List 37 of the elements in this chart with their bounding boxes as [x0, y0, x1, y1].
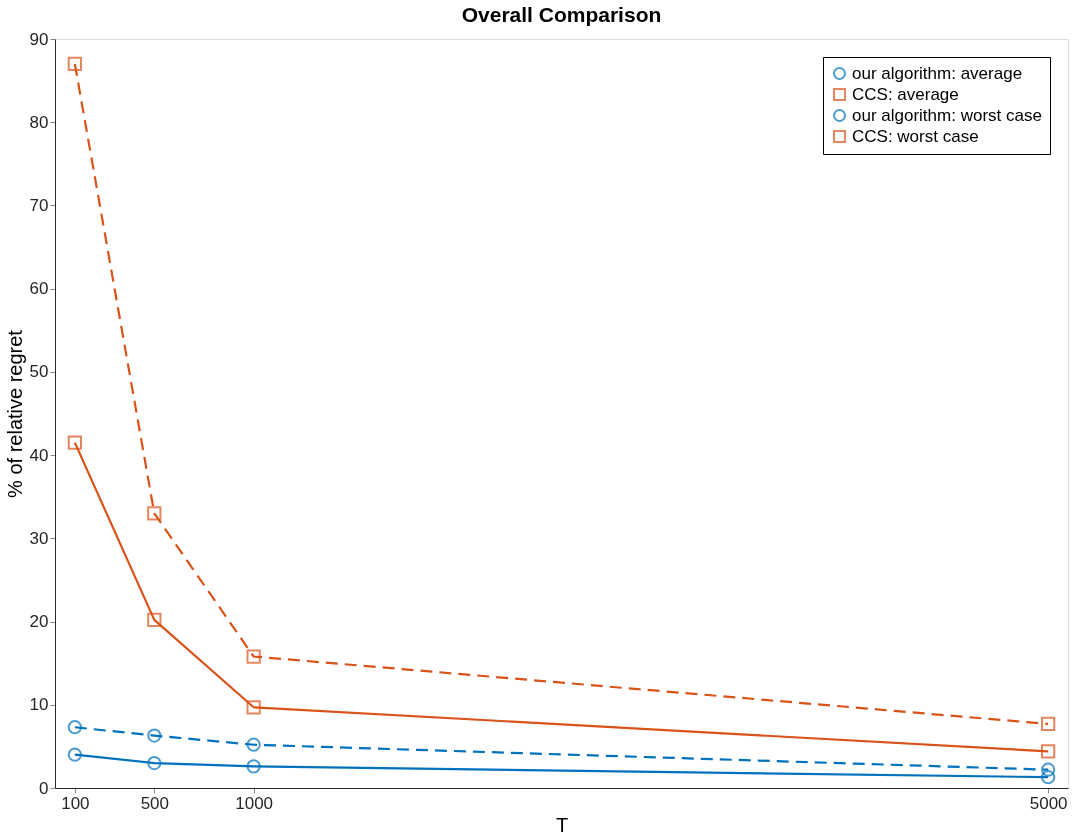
- chart-title: Overall Comparison: [461, 3, 662, 26]
- legend-label: CCS: average: [852, 84, 959, 104]
- x-axis-title: T: [555, 813, 569, 836]
- y-tick-label: 60: [29, 279, 49, 299]
- point: [246, 700, 261, 715]
- y-tick-label: 50: [29, 362, 49, 382]
- point: [1041, 770, 1056, 785]
- point: [246, 649, 261, 664]
- point: [147, 755, 162, 771]
- y-tick-label: 20: [29, 612, 49, 632]
- legend-label: our algorithm: worst case: [852, 105, 1042, 125]
- point: [67, 435, 82, 450]
- point: [147, 728, 162, 743]
- y-tick-label: 30: [29, 528, 49, 548]
- y-tick-label: 70: [29, 195, 49, 215]
- legend-label: CCS: worst case: [852, 126, 979, 146]
- y-tick-label: 40: [29, 445, 49, 465]
- point: [147, 506, 162, 521]
- point: [246, 759, 261, 774]
- x-tick-label: 100: [61, 793, 90, 813]
- point: [1041, 762, 1056, 777]
- point: [147, 612, 162, 628]
- y-axis-title: % of relative regret: [3, 329, 26, 498]
- x-tick-label: 500: [140, 793, 169, 813]
- x-tick-label: 5000: [1029, 793, 1068, 813]
- y-tick-label: 80: [29, 112, 49, 132]
- x-tick-label: 1000: [235, 793, 274, 813]
- y-tick-label: 90: [29, 29, 49, 49]
- point: [1041, 716, 1056, 732]
- point: [246, 737, 261, 752]
- point: [1041, 744, 1056, 759]
- y-tick-label: 0: [39, 778, 49, 798]
- y-tick-label: 10: [29, 695, 49, 715]
- point: [67, 720, 82, 735]
- legend-label: our algorithm: average: [852, 63, 1023, 83]
- point: [67, 747, 82, 762]
- point: [67, 56, 82, 72]
